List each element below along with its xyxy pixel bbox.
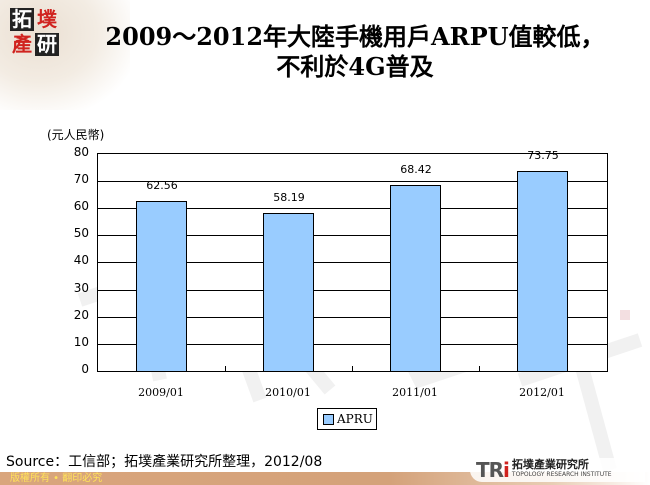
title-line-2: 不利於4G普及 xyxy=(276,52,434,81)
source-note: Source：工信部；拓墣產業研究所整理，2012/08 xyxy=(6,454,323,470)
y-tick: 0 xyxy=(81,362,89,376)
x-tick-label: 2012/01 xyxy=(519,386,565,399)
brand-logo: 拓 墣 產 研 xyxy=(10,8,60,56)
legend-label: APRU xyxy=(337,412,373,426)
bar-2010-01[interactable] xyxy=(263,213,314,371)
gridline xyxy=(98,290,607,291)
gridline xyxy=(98,344,607,345)
chart-legend: APRU xyxy=(317,408,377,430)
logo-char: 墣 xyxy=(37,7,57,31)
bar-2012-01[interactable] xyxy=(517,171,568,371)
logo-char: 研 xyxy=(35,32,59,56)
bar-value-label: 58.19 xyxy=(273,191,305,204)
x-tick-mark xyxy=(225,366,226,371)
gridline xyxy=(98,235,607,236)
logo-char: 產 xyxy=(12,32,32,56)
y-tick: 60 xyxy=(73,199,89,213)
bar-value-label: 68.42 xyxy=(400,163,432,176)
bar-2009-01[interactable] xyxy=(136,201,187,371)
y-axis-unit-label: (元人民幣) xyxy=(47,128,105,142)
y-tick: 10 xyxy=(73,335,89,349)
gridline xyxy=(98,262,607,263)
y-tick: 30 xyxy=(73,281,89,295)
gridline xyxy=(98,317,607,318)
y-axis-tick-labels: 80 70 60 50 40 30 20 10 0 xyxy=(55,145,89,376)
y-tick: 70 xyxy=(73,172,89,186)
y-tick: 80 xyxy=(73,145,89,159)
bar-value-label: 73.75 xyxy=(527,149,559,162)
x-tick-label: 2010/01 xyxy=(265,386,311,399)
title-line-1: 2009～2012年大陸手機用戶ARPU值較低， xyxy=(105,22,605,51)
gridline xyxy=(98,208,607,209)
bar-2011-01[interactable] xyxy=(390,185,441,371)
tri-logo: TRi 拓墣產業研究所 TOPOLOGY RESEARCH INSTITUTE xyxy=(470,458,645,482)
tri-mark: TRi xyxy=(476,458,510,482)
bar-value-label: 62.56 xyxy=(146,179,178,192)
logo-char: 拓 xyxy=(10,7,34,31)
gridline xyxy=(98,181,607,182)
x-tick-mark xyxy=(352,366,353,371)
page-title: 2009～2012年大陸手機用戶ARPU值較低， 不利於4G普及 xyxy=(60,22,650,82)
legend-swatch xyxy=(323,413,334,425)
plot-area: 62.56 58.19 68.42 73.75 xyxy=(97,149,608,372)
y-tick: 50 xyxy=(73,226,89,240)
y-tick: 40 xyxy=(73,253,89,267)
x-tick-label: 2009/01 xyxy=(138,386,184,399)
x-tick-label: 2011/01 xyxy=(392,386,438,399)
copyright-text: 版權所有 • 翻印必究 xyxy=(10,473,103,484)
org-name-cn: 拓墣產業研究所 xyxy=(511,458,589,471)
org-name-en: TOPOLOGY RESEARCH INSTITUTE xyxy=(511,471,612,478)
x-tick-mark xyxy=(479,366,480,371)
y-tick: 20 xyxy=(73,308,89,322)
